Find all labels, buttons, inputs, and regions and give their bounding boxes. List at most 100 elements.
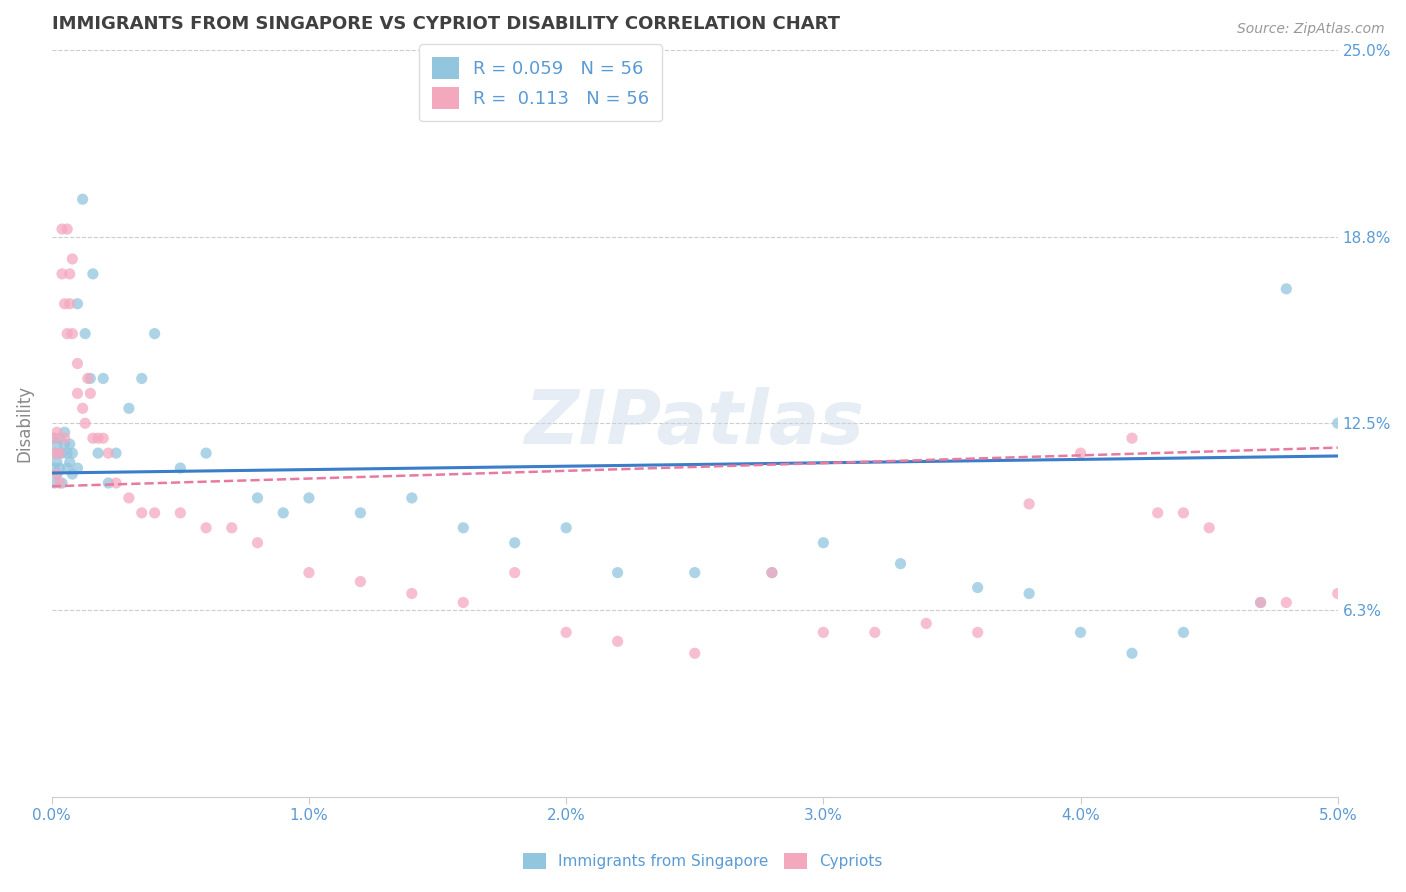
- Point: [59, 297, 82, 311]
- Point: [56, 222, 79, 236]
- Point: [863, 625, 886, 640]
- Point: [813, 535, 835, 549]
- Point: [761, 566, 783, 580]
- Point: [1250, 595, 1272, 609]
- Point: [82, 431, 104, 445]
- Point: [53, 431, 76, 445]
- Text: Source: ZipAtlas.com: Source: ZipAtlas.com: [1237, 22, 1385, 37]
- Point: [966, 625, 988, 640]
- Point: [56, 326, 79, 341]
- Point: [97, 475, 120, 490]
- Point: [143, 326, 166, 341]
- Point: [44, 446, 66, 460]
- Point: [44, 475, 66, 490]
- Point: [44, 431, 66, 445]
- Point: [87, 446, 110, 460]
- Point: [143, 506, 166, 520]
- Point: [91, 431, 114, 445]
- Point: [66, 461, 89, 475]
- Point: [51, 222, 73, 236]
- Point: [53, 425, 76, 440]
- Legend: Immigrants from Singapore, Cypriots: Immigrants from Singapore, Cypriots: [517, 847, 889, 875]
- Point: [48, 475, 70, 490]
- Point: [1018, 497, 1040, 511]
- Point: [53, 297, 76, 311]
- Point: [60, 252, 83, 266]
- Point: [79, 371, 101, 385]
- Point: [48, 446, 70, 460]
- Point: [451, 521, 474, 535]
- Point: [45, 467, 67, 481]
- Point: [246, 491, 269, 505]
- Point: [1070, 446, 1092, 460]
- Legend: R = 0.059   N = 56, R =  0.113   N = 56: R = 0.059 N = 56, R = 0.113 N = 56: [419, 44, 662, 121]
- Point: [1173, 625, 1195, 640]
- Point: [1326, 416, 1348, 430]
- Point: [51, 446, 73, 460]
- Point: [44, 461, 66, 475]
- Point: [1018, 586, 1040, 600]
- Point: [271, 506, 294, 520]
- Point: [76, 371, 98, 385]
- Point: [118, 491, 141, 505]
- Point: [45, 455, 67, 469]
- Point: [298, 491, 321, 505]
- Point: [966, 581, 988, 595]
- Point: [1275, 595, 1298, 609]
- Point: [72, 401, 94, 416]
- Point: [169, 506, 191, 520]
- Point: [59, 455, 82, 469]
- Point: [118, 401, 141, 416]
- Point: [555, 521, 578, 535]
- Point: [683, 646, 706, 660]
- Point: [51, 267, 73, 281]
- Point: [48, 431, 70, 445]
- Point: [60, 326, 83, 341]
- Point: [761, 566, 783, 580]
- Point: [503, 566, 526, 580]
- Point: [298, 566, 321, 580]
- Point: [48, 446, 70, 460]
- Point: [91, 371, 114, 385]
- Point: [82, 267, 104, 281]
- Text: IMMIGRANTS FROM SINGAPORE VS CYPRIOT DISABILITY CORRELATION CHART: IMMIGRANTS FROM SINGAPORE VS CYPRIOT DIS…: [52, 15, 839, 33]
- Point: [66, 297, 89, 311]
- Point: [1250, 595, 1272, 609]
- Point: [1146, 506, 1168, 520]
- Point: [87, 431, 110, 445]
- Point: [56, 446, 79, 460]
- Point: [66, 357, 89, 371]
- Point: [349, 574, 371, 589]
- Point: [1326, 586, 1348, 600]
- Point: [401, 491, 423, 505]
- Point: [451, 595, 474, 609]
- Point: [51, 475, 73, 490]
- Point: [813, 625, 835, 640]
- Point: [683, 566, 706, 580]
- Point: [75, 326, 97, 341]
- Point: [60, 446, 83, 460]
- Y-axis label: Disability: Disability: [15, 384, 32, 462]
- Text: ZIPatlas: ZIPatlas: [524, 387, 865, 459]
- Point: [131, 371, 153, 385]
- Point: [53, 437, 76, 451]
- Point: [1121, 431, 1143, 445]
- Point: [45, 437, 67, 451]
- Point: [606, 566, 628, 580]
- Point: [401, 586, 423, 600]
- Point: [105, 446, 128, 460]
- Point: [72, 192, 94, 206]
- Point: [246, 535, 269, 549]
- Point: [79, 386, 101, 401]
- Point: [59, 267, 82, 281]
- Point: [195, 521, 218, 535]
- Point: [105, 475, 128, 490]
- Point: [97, 446, 120, 460]
- Point: [45, 425, 67, 440]
- Point: [1173, 506, 1195, 520]
- Point: [44, 446, 66, 460]
- Point: [1121, 646, 1143, 660]
- Point: [59, 437, 82, 451]
- Point: [1198, 521, 1220, 535]
- Point: [48, 461, 70, 475]
